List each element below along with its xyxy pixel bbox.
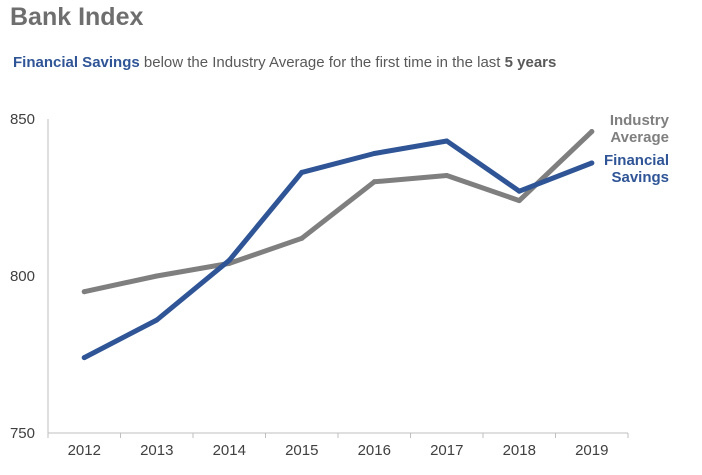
series-group: [81, 129, 595, 361]
y-tick-label: 750: [10, 425, 35, 442]
subtitle-bold: 5 years: [504, 54, 557, 71]
x-tick-label: 2019: [575, 442, 608, 459]
financial-savings-point: [81, 355, 87, 361]
financial-savings-point: [226, 257, 232, 263]
industry-average-point: [589, 129, 595, 135]
financial-savings-line: [81, 138, 595, 361]
x-tick-label: 2018: [503, 442, 536, 459]
financial-savings-point: [516, 188, 522, 194]
financial-savings-point: [444, 138, 450, 144]
x-tick-label: 2014: [213, 442, 246, 459]
industry-average-point: [154, 273, 160, 279]
chart-subtitle: Financial Savings below the Industry Ave…: [13, 54, 556, 71]
industry-average-label: Industry Average: [610, 112, 670, 146]
subtitle-highlight: Financial Savings: [13, 54, 140, 71]
industry-average-point: [444, 173, 450, 179]
industry-average-point: [516, 198, 522, 204]
labels-group: Industry Average Financial Savings: [604, 112, 670, 186]
financial-savings-point: [154, 317, 160, 323]
subtitle-text: below the Industry Average for the first…: [139, 54, 505, 71]
x-tick-label: 2015: [285, 442, 318, 459]
financial-savings-point: [589, 160, 595, 166]
financial-savings-point: [371, 151, 377, 157]
chart-title: Bank Index: [10, 3, 144, 31]
industry-average-point: [299, 235, 305, 241]
industry-average-line: [81, 129, 595, 295]
y-tick-label: 800: [10, 268, 35, 285]
axes-group: 750 800 850 2012 2013 2014 2015 2016 2017 2018 201…: [10, 111, 629, 459]
x-tick-label: 2013: [140, 442, 173, 459]
x-tick-label: 2016: [358, 442, 391, 459]
financial-savings-label: Financial Savings: [604, 152, 669, 186]
x-tick-label: 2012: [68, 442, 101, 459]
x-tick-label: 2017: [430, 442, 463, 459]
y-tick-label: 850: [10, 111, 35, 128]
financial-savings-point: [299, 169, 305, 175]
industry-average-point: [81, 289, 87, 295]
industry-average-point: [371, 179, 377, 185]
